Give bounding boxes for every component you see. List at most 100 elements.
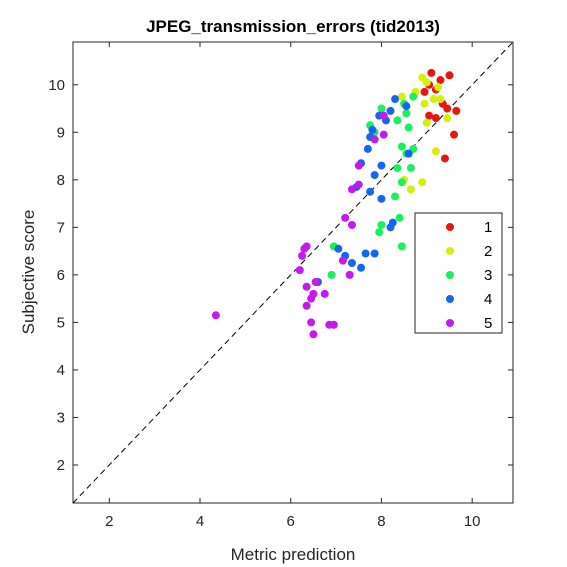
data-point [379,130,388,139]
data-point [397,178,406,187]
legend-marker-2 [446,247,454,255]
data-point [397,92,406,101]
data-point [445,71,454,80]
data-point [397,242,406,251]
data-point [357,263,366,272]
legend-label-1: 1 [484,219,492,236]
y-tick-label: 10 [48,77,65,94]
y-tick-label: 4 [57,362,65,379]
data-point [370,135,379,144]
y-tick-label: 5 [57,314,65,331]
legend-label-3: 3 [484,267,492,284]
data-point [450,130,459,139]
data-point [434,83,443,92]
legend-marker-3 [446,271,454,279]
data-point [302,282,311,291]
data-point [325,320,334,329]
legend-label-2: 2 [484,243,492,260]
x-tick-label: 4 [196,513,204,530]
data-point [418,178,427,187]
data-point [425,111,434,120]
data-point [406,163,415,172]
data-point [431,114,440,123]
y-tick-label: 3 [57,409,65,426]
data-point [420,87,429,96]
data-point [427,68,436,77]
data-point [397,142,406,151]
legend-box [414,212,503,334]
data-point [386,106,395,115]
data-point [345,270,354,279]
data-point [354,180,363,189]
x-tick-label: 10 [464,513,481,530]
data-point [341,213,350,222]
legend-label-5: 5 [484,315,492,332]
data-point [377,104,386,113]
data-point [452,106,461,115]
series-2 [397,73,452,194]
data-point [377,161,386,170]
legend-marker-5 [446,319,454,327]
data-point [361,249,370,258]
data-point [406,185,415,194]
data-point [379,111,388,120]
data-point [395,213,404,222]
data-point [354,161,363,170]
y-tick-label: 7 [57,219,65,236]
data-point [347,185,356,194]
legend-label-4: 4 [484,291,492,308]
data-point [211,311,220,320]
data-point [370,249,379,258]
data-point [402,102,411,111]
data-point [393,163,402,172]
data-point [393,116,402,125]
data-point [404,149,413,158]
x-tick-label: 2 [105,513,113,530]
chart-title: JPEG_transmission_errors (tid2013) [146,17,440,36]
data-point [431,147,440,156]
legend-marker-4 [446,295,454,303]
data-point [375,228,384,237]
y-tick-label: 2 [57,457,65,474]
data-point [302,301,311,310]
legend: 1 2 3 4 5 [414,212,503,334]
data-point [420,99,429,108]
data-point [377,194,386,203]
data-point [370,171,379,180]
data-point [311,278,320,287]
data-point [388,218,397,227]
data-point [409,92,418,101]
y-tick-label: 9 [57,124,65,141]
data-point [440,154,449,163]
data-point [320,289,329,298]
data-point [391,95,400,104]
x-axis-label: Metric prediction [231,545,356,564]
y-axis-ticks: 2 3 4 5 6 7 8 9 10 [48,77,513,474]
series-5 [211,111,388,339]
data-point [368,125,377,134]
data-point [377,220,386,229]
x-tick-label: 8 [377,513,385,530]
data-point [334,244,343,253]
data-point [429,95,438,104]
data-point [302,242,311,251]
data-point [404,123,413,132]
x-tick-label: 6 [287,513,295,530]
data-point [309,330,318,339]
data-point [295,266,304,275]
data-point [327,270,336,279]
y-axis-label: Subjective score [19,210,38,335]
data-point [422,78,431,87]
data-point [338,256,347,265]
data-point [443,104,452,113]
data-point [391,192,400,201]
y-tick-label: 6 [57,267,65,284]
data-point [402,109,411,118]
data-points [211,68,461,339]
data-point [298,251,307,260]
x-axis-ticks: 2 4 6 8 10 [105,42,481,530]
data-point [363,144,372,153]
data-point [307,318,316,327]
data-point [307,294,316,303]
